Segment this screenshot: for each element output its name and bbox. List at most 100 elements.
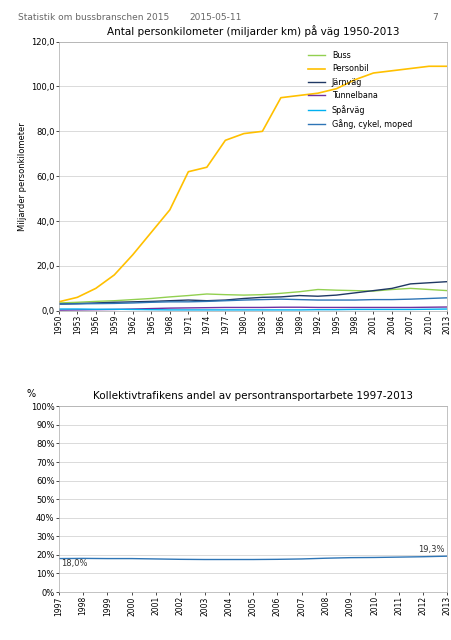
Gång, cykel, moped bbox=[185, 298, 191, 306]
Gång, cykel, moped bbox=[388, 296, 394, 303]
Järnväg bbox=[370, 287, 375, 294]
Buss bbox=[148, 294, 154, 302]
Text: Statistik om bussbranschen 2015: Statistik om bussbranschen 2015 bbox=[18, 13, 169, 22]
Järnväg bbox=[204, 297, 209, 305]
Line: Järnväg: Järnväg bbox=[59, 282, 446, 304]
Spårväg bbox=[277, 306, 283, 314]
Gång, cykel, moped bbox=[74, 300, 80, 308]
Spårväg bbox=[314, 306, 320, 314]
Personbil bbox=[241, 130, 246, 138]
Line: Buss: Buss bbox=[59, 289, 446, 303]
Gång, cykel, moped bbox=[425, 294, 431, 302]
Line: Spårväg: Spårväg bbox=[59, 309, 446, 310]
Gång, cykel, moped bbox=[148, 298, 154, 306]
Personbil bbox=[370, 69, 375, 77]
Järnväg bbox=[185, 296, 191, 304]
Personbil bbox=[204, 163, 209, 171]
Buss bbox=[56, 299, 61, 307]
Gång, cykel, moped bbox=[241, 296, 246, 304]
Personbil bbox=[222, 136, 228, 144]
Spårväg bbox=[333, 306, 338, 314]
Buss bbox=[388, 285, 394, 293]
Tunnelbana bbox=[333, 303, 338, 311]
Järnväg bbox=[333, 291, 338, 299]
Gång, cykel, moped bbox=[111, 300, 117, 307]
Spårväg bbox=[185, 306, 191, 314]
Järnväg bbox=[148, 298, 154, 305]
Järnväg bbox=[314, 292, 320, 300]
Tunnelbana bbox=[111, 306, 117, 314]
Spårväg bbox=[425, 305, 431, 313]
Text: 7: 7 bbox=[432, 13, 437, 22]
Spårväg bbox=[259, 306, 264, 314]
Spårväg bbox=[388, 306, 394, 314]
Gång, cykel, moped bbox=[351, 296, 357, 304]
Personbil bbox=[351, 76, 357, 84]
Järnväg bbox=[222, 296, 228, 304]
Gång, cykel, moped bbox=[407, 295, 412, 303]
Spårväg bbox=[167, 306, 172, 314]
Spårväg bbox=[204, 306, 209, 314]
Personbil bbox=[314, 90, 320, 97]
Title: Antal personkilometer (miljarder km) på väg 1950-2013: Antal personkilometer (miljarder km) på … bbox=[106, 25, 399, 36]
Buss bbox=[370, 287, 375, 295]
Personbil bbox=[93, 285, 98, 292]
Tunnelbana bbox=[148, 305, 154, 312]
Buss bbox=[185, 292, 191, 300]
Spårväg bbox=[93, 305, 98, 313]
Tunnelbana bbox=[425, 303, 431, 311]
Järnväg bbox=[407, 280, 412, 288]
Title: Kollektivtrafikens andel av persontransportarbete 1997-2013: Kollektivtrafikens andel av persontransp… bbox=[93, 392, 412, 401]
Buss bbox=[444, 287, 449, 294]
Gång, cykel, moped bbox=[314, 296, 320, 304]
Spårväg bbox=[56, 305, 61, 313]
Tunnelbana bbox=[407, 303, 412, 311]
Tunnelbana bbox=[277, 303, 283, 311]
Personbil bbox=[296, 92, 301, 99]
Tunnelbana bbox=[241, 303, 246, 311]
Järnväg bbox=[93, 299, 98, 307]
Gång, cykel, moped bbox=[444, 294, 449, 301]
Tunnelbana bbox=[222, 303, 228, 311]
Personbil bbox=[407, 65, 412, 72]
Y-axis label: Miljarder personkilometer: Miljarder personkilometer bbox=[18, 122, 27, 230]
Tunnelbana bbox=[93, 306, 98, 314]
Gång, cykel, moped bbox=[56, 300, 61, 308]
Buss bbox=[74, 298, 80, 306]
Spårväg bbox=[407, 306, 412, 314]
Spårväg bbox=[444, 305, 449, 313]
Gång, cykel, moped bbox=[167, 298, 172, 306]
Personbil bbox=[167, 206, 172, 214]
Tunnelbana bbox=[185, 304, 191, 312]
Tunnelbana bbox=[56, 307, 61, 314]
Spårväg bbox=[241, 306, 246, 314]
Spårväg bbox=[222, 306, 228, 314]
Tunnelbana bbox=[204, 304, 209, 312]
Järnväg bbox=[351, 289, 357, 297]
Järnväg bbox=[241, 294, 246, 302]
Spårväg bbox=[351, 306, 357, 314]
Tunnelbana bbox=[370, 303, 375, 311]
Text: 2015-05-11: 2015-05-11 bbox=[189, 13, 242, 22]
Line: Gång, cykel, moped: Gång, cykel, moped bbox=[59, 298, 446, 304]
Gång, cykel, moped bbox=[259, 296, 264, 303]
Personbil bbox=[148, 228, 154, 236]
Line: Personbil: Personbil bbox=[59, 67, 446, 302]
Buss bbox=[425, 285, 431, 293]
Personbil bbox=[277, 94, 283, 102]
Tunnelbana bbox=[167, 304, 172, 312]
Personbil bbox=[259, 127, 264, 135]
Line: Tunnelbana: Tunnelbana bbox=[59, 307, 446, 310]
Personbil bbox=[56, 298, 61, 306]
Tunnelbana bbox=[130, 305, 135, 313]
Personbil bbox=[388, 67, 394, 75]
Personbil bbox=[333, 85, 338, 93]
Spårväg bbox=[130, 306, 135, 314]
Tunnelbana bbox=[296, 303, 301, 311]
Gång, cykel, moped bbox=[93, 300, 98, 307]
Gång, cykel, moped bbox=[204, 298, 209, 305]
Tunnelbana bbox=[388, 303, 394, 311]
Gång, cykel, moped bbox=[130, 299, 135, 307]
Tunnelbana bbox=[259, 303, 264, 311]
Buss bbox=[93, 298, 98, 305]
